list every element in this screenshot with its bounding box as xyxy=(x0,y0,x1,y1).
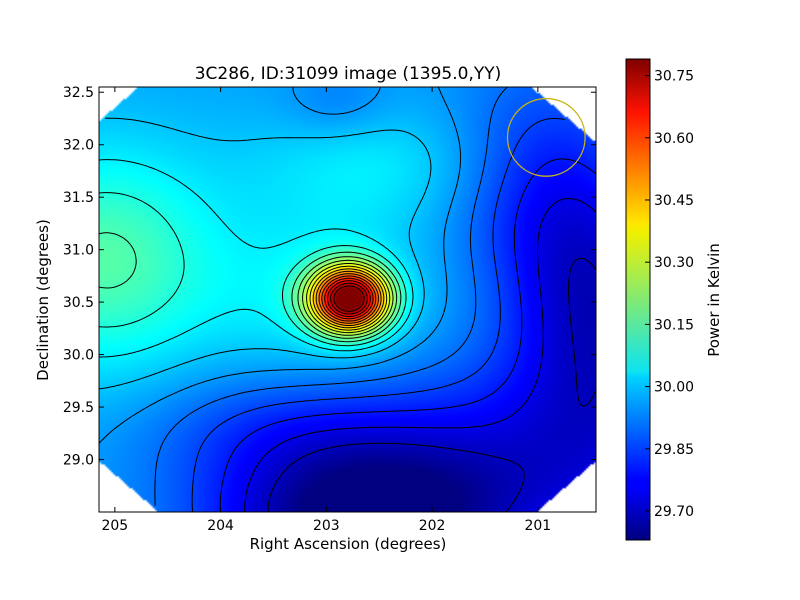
colorbar-tick-label: 30.75 xyxy=(654,69,694,85)
contour-line xyxy=(99,192,407,347)
contour-line xyxy=(99,232,402,343)
heatmap-image xyxy=(99,87,596,512)
y-axis: 29.0 29.5 30.0 30.5 31.0 31.5 32.0 32.5 xyxy=(63,85,596,469)
contour-line xyxy=(333,285,365,312)
y-tick-label: 30.0 xyxy=(63,348,94,364)
contour-line xyxy=(191,118,565,512)
contour-line xyxy=(318,273,379,324)
colorbar-tick-label: 30.00 xyxy=(654,380,694,396)
contour-line xyxy=(312,268,385,329)
contour-line xyxy=(267,257,596,512)
x-tick-label: 205 xyxy=(101,518,128,534)
contour-line xyxy=(99,87,462,444)
chart-title: 3C286, ID:31099 image (1395.0,YY) xyxy=(195,64,502,84)
x-tick-label: 201 xyxy=(524,518,551,534)
y-tick-label: 29.5 xyxy=(63,400,94,416)
plot-area xyxy=(99,87,596,512)
contour-line xyxy=(219,158,596,512)
y-tick-label: 29.0 xyxy=(63,453,94,469)
x-axis: 205 204 203 202 201 xyxy=(101,87,551,534)
contour-line xyxy=(99,117,432,390)
colorbar-tick-label: 30.30 xyxy=(654,255,694,271)
contour-line xyxy=(327,280,371,317)
x-tick-label: 204 xyxy=(207,518,234,534)
contour-line xyxy=(244,198,596,512)
colorbar-axis: 29.70 29.85 30.00 30.15 30.30 30.45 30.60 30.75 xyxy=(645,69,694,520)
contour-line xyxy=(330,282,368,315)
plot-frame xyxy=(98,86,597,513)
contour-line xyxy=(306,263,391,334)
y-tick-label: 31.5 xyxy=(63,190,94,206)
y-tick-label: 32.5 xyxy=(63,85,94,101)
colorbar xyxy=(625,58,651,541)
contour-line xyxy=(297,256,398,339)
colorbar-tick-label: 29.85 xyxy=(654,442,694,458)
contour-line xyxy=(315,270,382,326)
contour-line xyxy=(324,277,374,320)
y-tick-label: 30.5 xyxy=(63,295,94,311)
colorbar-tick-label: 29.70 xyxy=(654,504,694,520)
x-tick-label: 203 xyxy=(313,518,340,534)
y-axis-label: Declination (degrees) xyxy=(34,219,52,381)
contour-line xyxy=(309,265,388,331)
colorbar-tick-label: 30.60 xyxy=(654,131,694,147)
colorbar-tick-label: 30.45 xyxy=(654,193,694,209)
x-tick-label: 202 xyxy=(419,518,446,534)
colorbar-tick-label: 30.15 xyxy=(654,317,694,333)
colorbar-label: Power in Kelvin xyxy=(705,243,723,357)
beam-circle xyxy=(506,97,586,177)
x-axis-label: Right Ascension (degrees) xyxy=(250,535,447,553)
contour-layer xyxy=(99,87,596,512)
y-tick-label: 32.0 xyxy=(63,138,94,154)
contour-line xyxy=(321,275,377,322)
y-tick-label: 31.0 xyxy=(63,243,94,259)
contour-line xyxy=(154,87,508,506)
contour-line xyxy=(99,159,414,358)
contour-line xyxy=(302,259,394,336)
